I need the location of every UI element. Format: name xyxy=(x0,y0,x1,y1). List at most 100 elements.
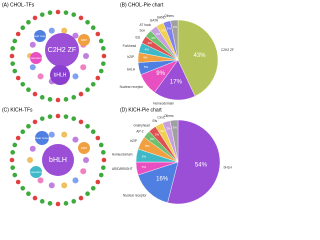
ring-node xyxy=(90,81,96,87)
ring-node xyxy=(71,199,77,204)
tf-label: Homeodomain xyxy=(26,170,46,174)
ring-node xyxy=(47,201,53,206)
small-node xyxy=(29,41,36,48)
slice-category-label: Others xyxy=(164,14,174,18)
slice-value-label: 3% xyxy=(173,25,178,29)
ring-node xyxy=(78,119,84,125)
ring-node xyxy=(32,15,38,21)
tf-label: bHLH xyxy=(54,72,67,78)
tf-node xyxy=(35,131,49,145)
slice-category-label: Ets xyxy=(153,119,158,123)
slice-value-label: 3% xyxy=(160,129,165,133)
ring-node xyxy=(32,91,38,97)
ring-node xyxy=(98,68,104,74)
small-node xyxy=(61,131,68,138)
ring-node xyxy=(95,179,101,185)
ring-node xyxy=(15,179,21,185)
slice-value-label: 43% xyxy=(193,53,206,59)
slice-value-label: 4% xyxy=(145,48,150,52)
small-node xyxy=(72,73,79,80)
ring-node xyxy=(10,150,15,155)
figure: (A) CHOL-TFs (B) CHOL-Pie chart (C) KICH… xyxy=(2,2,234,207)
slice-category-label: SAND xyxy=(157,16,167,20)
pie-slice xyxy=(177,19,219,97)
ring-node xyxy=(39,12,45,17)
slice-category-label: CxxC xyxy=(157,116,165,120)
ring-node xyxy=(71,12,77,17)
ring-node xyxy=(26,87,31,93)
ring-node xyxy=(47,114,53,119)
slice-value-label: 3% xyxy=(166,127,171,131)
ring-node xyxy=(15,31,21,37)
slice-category-label: AP-2 xyxy=(136,129,143,133)
ring-node xyxy=(78,195,84,201)
ring-node xyxy=(20,129,26,135)
ring-node xyxy=(101,61,106,66)
ring-node xyxy=(98,38,104,44)
small-node xyxy=(72,136,79,143)
pie-slice xyxy=(169,119,179,163)
panel-title: (A) CHOL-TFs xyxy=(2,2,35,8)
ring-node xyxy=(63,201,69,206)
slice-value-label: 16% xyxy=(156,176,169,182)
ring-node xyxy=(90,185,96,191)
slice-category-label: bHLH xyxy=(127,67,136,71)
slice-category-label: Ets xyxy=(136,35,141,39)
small-node xyxy=(61,27,68,34)
small-node xyxy=(48,182,55,189)
ring-node xyxy=(10,61,15,66)
slice-value-label: 17% xyxy=(170,79,183,85)
small-node xyxy=(27,157,33,163)
slice-category-label: bHLH xyxy=(224,166,233,170)
pie-slice xyxy=(170,19,179,61)
ring-node xyxy=(12,68,18,74)
small-node xyxy=(48,131,55,138)
slice-value-label: 5% xyxy=(144,65,149,69)
tf-label: Nuclear receptor xyxy=(29,34,51,38)
ring-node xyxy=(39,199,45,204)
tf-label: bZIP xyxy=(81,146,87,150)
small-node xyxy=(80,168,87,175)
slice-value-label: 3% xyxy=(173,126,178,130)
tf-label: Homeodomain xyxy=(26,56,46,60)
ring-node xyxy=(78,15,84,21)
ring-node xyxy=(98,172,104,178)
ring-node xyxy=(15,75,21,81)
tf-label: bHLH xyxy=(49,157,67,164)
small-node xyxy=(72,32,79,39)
slice-category-label: Grainyhead xyxy=(133,123,150,127)
small-node xyxy=(37,73,44,80)
ring-node xyxy=(9,157,15,163)
tf-label: Nuclear receptor xyxy=(31,136,53,140)
ring-node xyxy=(90,25,96,31)
slice-category-label: ARID/BRIGHT xyxy=(112,167,133,171)
ring-node xyxy=(101,157,107,163)
ring-node xyxy=(26,19,31,25)
ring-node xyxy=(12,172,18,178)
slice-category-label: Homeodomain xyxy=(112,153,133,157)
slice-category-label: bZIP xyxy=(130,139,137,143)
slice-category-label: Sox xyxy=(139,29,145,33)
ring-node xyxy=(78,91,84,97)
ring-node xyxy=(32,119,38,125)
slice-value-label: 3% xyxy=(156,32,161,36)
ring-node xyxy=(85,191,90,197)
tf-node xyxy=(34,30,46,42)
ring-node xyxy=(95,31,101,37)
slice-category-label: Nuclear receptor xyxy=(123,193,148,197)
ring-node xyxy=(26,123,31,129)
small-node xyxy=(80,64,87,71)
ring-node xyxy=(63,97,69,102)
slice-category-label: C2H2 ZF xyxy=(221,48,234,52)
slice-category-label: Nuclear receptor xyxy=(120,85,145,89)
slice-category-label: Others xyxy=(164,114,174,118)
ring-node xyxy=(63,10,69,15)
slice-category-label: AT hook xyxy=(139,23,151,27)
ring-node xyxy=(12,38,18,44)
ring-node xyxy=(47,97,53,102)
tf-node xyxy=(78,34,90,46)
ring-node xyxy=(101,150,106,155)
slice-category-label: GATA xyxy=(150,19,159,23)
slice-value-label: 3% xyxy=(150,137,155,141)
ring-node xyxy=(95,75,101,81)
